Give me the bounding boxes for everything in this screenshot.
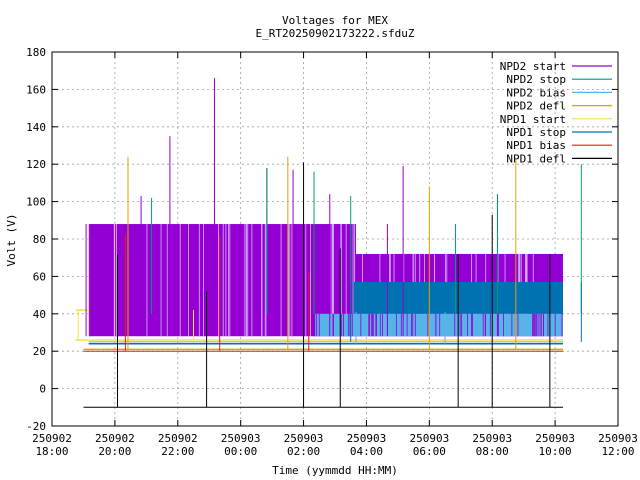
x-tick-time: 06:00 [413,445,446,458]
y-tick-label: 0 [39,383,46,396]
x-tick-date: 250903 [598,432,638,445]
x-tick-time: 18:00 [35,445,68,458]
x-tick-time: 22:00 [161,445,194,458]
legend-label: NPD1 defl [506,152,566,165]
x-tick-time: 20:00 [98,445,131,458]
y-tick-label: -20 [26,420,46,433]
legend-label: NPD2 stop [506,73,566,86]
plot-area [75,78,582,408]
legend-label: NPD1 stop [506,126,566,139]
x-tick-date: 250902 [32,432,72,445]
x-tick-time: 04:00 [350,445,383,458]
plot-frame [51,51,619,427]
y-tick-label: 40 [33,308,46,321]
x-tick-date: 250903 [221,432,261,445]
legend-label: NPD2 bias [506,86,566,99]
x-tick-date: 250903 [347,432,387,445]
x-tick-time: 12:00 [601,445,634,458]
x-tick-date: 250902 [158,432,198,445]
y-tick-label: 20 [33,345,46,358]
x-tick-date: 250903 [409,432,449,445]
legend-label: NPD1 start [500,113,566,126]
y-tick-label: 160 [26,83,46,96]
x-tick-time: 02:00 [287,445,320,458]
x-tick-date: 250902 [95,432,135,445]
y-tick-label: 80 [33,233,46,246]
chart-title: Voltages for MEX [282,14,388,27]
x-axis-label: Time (yymmdd HH:MM) [272,464,398,477]
npd2-bias-band [314,313,563,337]
y-tick-label: 120 [26,158,46,171]
x-tick-time: 10:00 [539,445,572,458]
y-tick-label: 180 [26,46,46,59]
legend-label: NPD1 bias [506,139,566,152]
x-tick-date: 250903 [535,432,575,445]
npd2-start-band [88,224,356,337]
chart-subtitle: E_RT20250902173222.sfduZ [256,27,415,40]
x-tick-date: 250903 [472,432,512,445]
legend-label: NPD2 start [500,60,566,73]
x-tick-time: 08:00 [476,445,509,458]
y-axis-label: Volt (V) [5,214,18,267]
x-tick-time: 00:00 [224,445,257,458]
x-ticks: 25090218:0025090220:0025090222:002509030… [32,52,638,458]
legend-label: NPD2 defl [506,100,566,113]
y-tick-label: 60 [33,270,46,283]
y-ticks: -20 0 20 40 60 80 100 120 140 160 180 [26,46,618,433]
x-tick-date: 250903 [284,432,324,445]
y-tick-label: 140 [26,121,46,134]
y-tick-label: 100 [26,196,46,209]
